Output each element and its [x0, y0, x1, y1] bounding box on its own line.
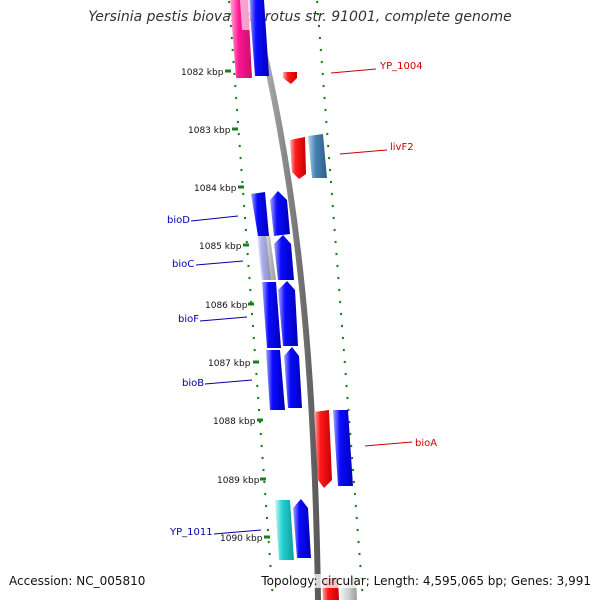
label-yp-1004[interactable]: YP_1004	[379, 61, 423, 72]
scale-label-1089: 1089 kbp	[217, 476, 260, 486]
scale-label-1090: 1090 kbp	[220, 534, 263, 544]
label-yp-1011[interactable]: YP_1011	[169, 527, 213, 538]
accession-text: Accession: NC_005810	[9, 574, 146, 588]
gene-biof[interactable]	[262, 282, 281, 348]
label-biod[interactable]: bioD	[167, 215, 190, 226]
gene-bioF-right[interactable]	[278, 281, 298, 346]
scale-label-1088: 1088 kbp	[213, 417, 256, 427]
scale-label-1086: 1086 kbp	[205, 301, 248, 311]
gene-yp-1004[interactable]	[283, 72, 297, 84]
label-biob[interactable]: bioB	[182, 378, 204, 389]
scale-label-1082: 1082 kbp	[181, 68, 224, 78]
genome-backbone	[248, 0, 321, 600]
gene-bioB-right[interactable]	[284, 347, 302, 408]
label-biof[interactable]: bioF	[178, 314, 199, 325]
map-title: Yersinia pestis biovar Microtus str. 910…	[88, 9, 512, 25]
label-leaders	[190, 68, 413, 535]
label-bioa[interactable]: bioA	[415, 438, 437, 449]
gene-bioD-right[interactable]	[270, 191, 290, 236]
scale-label-1087: 1087 kbp	[208, 359, 251, 369]
gene-biod[interactable]	[251, 192, 269, 236]
scale-labels: 1082 kbp 1083 kbp 1084 kbp 1085 kbp 1086…	[181, 68, 263, 544]
gene-blue-yp1011[interactable]	[293, 499, 311, 558]
scale-label-1083: 1083 kbp	[188, 126, 231, 136]
label-livf2[interactable]: livF2	[390, 142, 414, 153]
outer-tick-track	[316, 0, 364, 592]
gene-white-top	[240, 0, 251, 30]
topology-text: Topology: circular; Length: 4,595,065 bp…	[261, 574, 591, 588]
inner-tick-track	[228, 0, 274, 592]
scale-label-1084: 1084 kbp	[194, 184, 237, 194]
gene-yp-1011[interactable]	[275, 500, 294, 560]
gene-livf2[interactable]	[308, 134, 327, 178]
gene-red-bioa[interactable]	[314, 410, 332, 488]
gene-labels: YP_1004 livF2 bioD bioC bioF bioB bioA Y…	[167, 61, 437, 538]
gene-red-livf2[interactable]	[290, 137, 306, 179]
gene-bioa[interactable]	[333, 410, 353, 486]
gene-bioc[interactable]	[257, 236, 271, 280]
gene-blue-top[interactable]	[249, 0, 269, 76]
scale-label-1085: 1085 kbp	[199, 242, 242, 252]
gene-biob[interactable]	[266, 350, 285, 410]
label-bioc[interactable]: bioC	[172, 259, 194, 270]
gene-bioC-right[interactable]	[274, 235, 294, 280]
scale-ticks	[225, 69, 270, 539]
